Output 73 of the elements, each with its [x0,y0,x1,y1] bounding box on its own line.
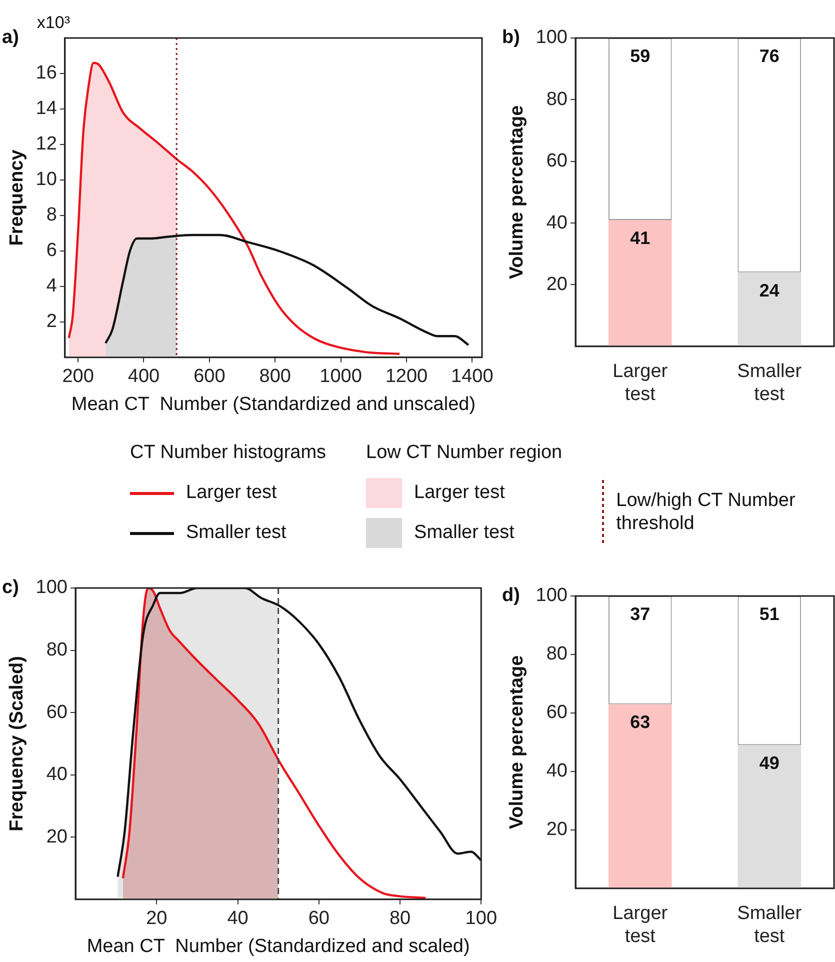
y-tick-label: 100 [36,577,68,598]
y-tick-label: 80 [546,644,568,665]
text: Low CT Number region [366,441,562,465]
bar [608,220,672,346]
y-tick-label: 8 [46,204,57,226]
x-tick-label: 1000 [320,366,362,388]
text: a) [2,27,19,48]
text: b) [502,27,520,48]
y-tick-label: 40 [546,760,568,782]
line-series [104,234,470,346]
x-tick-label: 1200 [385,366,428,388]
y-tick-label: 60 [46,702,68,723]
x-tick-label: 100 [465,908,497,930]
x-tick-label: 20 [146,908,168,930]
x-tick-label: Smaller test [737,361,802,405]
bar [738,272,802,346]
x-tick-label: 40 [227,908,248,930]
legend-label: Larger test [186,482,277,504]
y-tick-label: 10 [36,169,57,190]
y-tick-label: 40 [546,212,568,234]
x-tick-label: 60 [308,908,330,930]
legend-label: Low/high CT Number threshold [616,490,796,536]
line-series [116,588,482,878]
x-tick-label: Larger test [612,361,668,405]
y-tick-label: 60 [546,702,568,724]
data-label: 76 [759,46,780,66]
y-tick-label: 4 [46,276,58,297]
x-tick-label: 200 [62,366,94,388]
x-tick-label: Larger test [612,903,668,947]
y-tick-label: 60 [546,150,568,172]
legend-label: Larger test [414,482,505,504]
line-series [68,62,401,355]
y-tick-label: 80 [546,88,568,110]
y-tick-label: 20 [46,826,68,848]
legend-label: Smaller test [186,522,286,544]
x-tick-label: 400 [128,366,160,388]
bar [738,745,802,888]
y-axis-title: Frequency [6,149,28,246]
text: c) [2,577,19,598]
y-tick-label: 16 [36,62,57,84]
x-tick-label: 800 [259,366,291,388]
x-tick-label: Smaller test [737,903,802,947]
text: d) [502,585,520,606]
x-axis-title: Mean CT Number (Standardized and scaled) [86,936,470,957]
data-label: 41 [630,228,650,248]
y-tick-label: 100 [536,585,568,606]
y-axis-title: Volume percentage [506,105,528,280]
legend-label: Smaller test [414,522,514,544]
text: x10³ [36,13,70,32]
data-label: 51 [759,604,780,624]
y-tick-label: 40 [46,764,68,786]
line-series [122,588,427,899]
y-tick-label: 14 [36,98,58,120]
y-axis-title: Frequency (Scaled) [6,656,28,832]
bar [608,704,672,888]
y-tick-label: 12 [36,134,57,155]
data-label: 49 [759,753,780,774]
data-label: 59 [630,46,650,66]
x-tick-label: 600 [194,366,226,388]
data-label: 24 [759,280,780,300]
y-tick-label: 20 [546,819,568,840]
y-tick-label: 100 [536,27,568,48]
y-axis-title: Volume percentage [506,655,528,830]
x-tick-label: 1400 [451,366,494,388]
x-axis-title: Mean CT Number (Standardized and unscaled) [71,394,476,415]
y-tick-label: 6 [46,240,57,262]
y-tick-label: 20 [546,274,568,295]
y-tick-label: 80 [46,640,68,661]
x-tick-label: 80 [389,908,411,930]
data-label: 37 [630,604,650,624]
y-tick-label: 2 [46,311,57,332]
data-label: 63 [630,712,650,732]
legend-title: CT Number histograms [130,441,326,465]
